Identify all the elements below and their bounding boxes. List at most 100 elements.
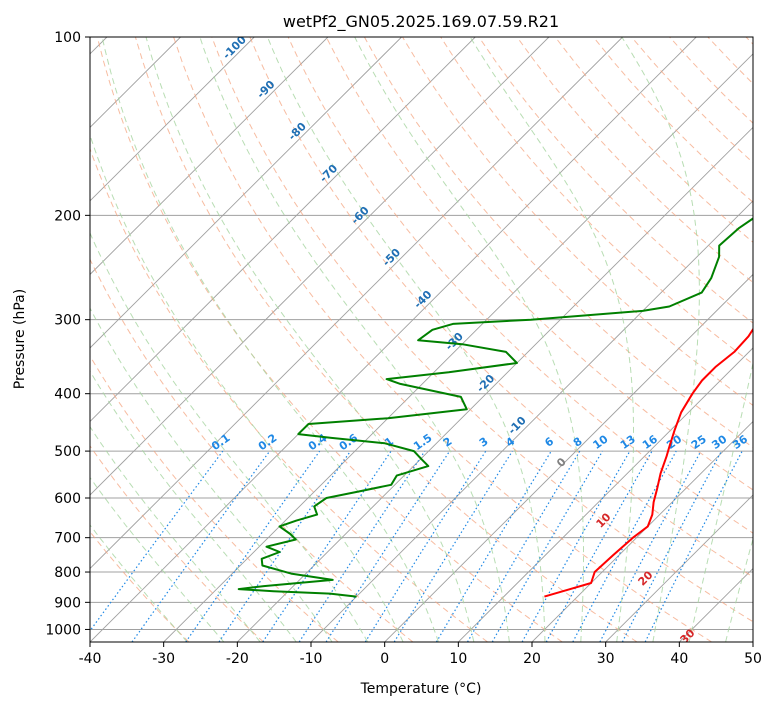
- isotherm-line: [90, 37, 255, 202]
- isotherm-line: [679, 567, 753, 642]
- mixing-ratio-label: 25: [689, 432, 709, 451]
- moist-adiabat-line: [90, 133, 404, 642]
- dry-adiabat-line: [707, 37, 753, 85]
- y-tick-label: 400: [54, 387, 81, 403]
- dry-adiabat-line: [90, 355, 339, 642]
- y-axis: 100 200 300 400 500 600 700 800 900 1000: [45, 30, 90, 638]
- dry-adiabat-line: [745, 37, 753, 45]
- x-axis-label: Temperature (°C): [360, 681, 482, 697]
- mixing-ratio-line: [90, 450, 224, 632]
- dry-adiabat-label: -30: [443, 330, 466, 353]
- x-tick-label: 20: [523, 651, 541, 667]
- moist-adiabat-line: [90, 370, 297, 642]
- mixing-ratio-line: [435, 450, 552, 642]
- dry-adiabat-label: -50: [380, 246, 403, 269]
- mixing-ratio-line: [599, 450, 702, 642]
- mixing-ratio-line: [364, 450, 487, 642]
- mixing-ratio-line: [572, 450, 677, 642]
- dry-adiabat-line: [134, 37, 638, 642]
- moist-adiabat-line: [199, 37, 510, 642]
- dry-adiabat-line: [96, 37, 563, 642]
- mixing-ratio-line: [131, 450, 271, 642]
- moist-adiabat-line: [688, 361, 753, 642]
- y-tick-label: 200: [54, 208, 81, 224]
- dry-adiabat-label: -40: [411, 288, 434, 311]
- isotherm-line: [90, 37, 476, 423]
- mixing-ratio-line: [218, 450, 351, 642]
- x-tick-label: 40: [670, 651, 688, 667]
- x-axis: -40 -30 -20 -10 0 10 20 30 40 50: [79, 642, 762, 667]
- isotherm-line: [90, 37, 329, 276]
- temperature-profile: [544, 327, 753, 598]
- mixing-ratio-label: 13: [618, 433, 638, 452]
- mixing-ratio-label: 30: [709, 432, 729, 452]
- plot-frame: [89, 36, 754, 643]
- isotherm-line: [163, 53, 753, 642]
- y-tick-label: 500: [54, 444, 81, 460]
- mixing-ratio-label: 10: [591, 432, 611, 452]
- dry-adiabat-line: [90, 147, 488, 642]
- moist-adiabat-line: [725, 537, 753, 642]
- y-tick-label: 800: [54, 565, 81, 581]
- mixing-ratio-line: [644, 450, 743, 642]
- moist-adiabat-label: 20: [636, 568, 656, 588]
- dry-adiabat-line: [592, 37, 753, 203]
- isotherm-line: [310, 200, 753, 642]
- plot-area: 0.1 0.2 0.4 0.6 1 1.5 2 3 4 6 8 10 13 16 20 25 30 36-100-…: [90, 37, 753, 642]
- x-tick-label: -40: [79, 651, 102, 667]
- x-tick-label: -30: [152, 651, 175, 667]
- moist-adiabat-line: [101, 37, 439, 642]
- moist-adiabat-line: [90, 307, 333, 642]
- isotherm-line: [90, 37, 697, 642]
- y-tick-label: 900: [54, 595, 81, 611]
- mixing-ratio-label: 8: [571, 435, 585, 450]
- mixing-ratio-label: 6: [542, 435, 556, 450]
- isotherm-line: [384, 273, 753, 642]
- moist-adiabat-line: [145, 37, 475, 642]
- dry-adiabat-line: [516, 37, 753, 284]
- dry-adiabat-line: [90, 530, 190, 642]
- dry-adiabat-line: [325, 37, 753, 491]
- dry-adiabat-label: -70: [317, 162, 340, 185]
- mixing-ratio-label: 20: [664, 432, 684, 452]
- mixing-ratio-line: [521, 450, 631, 642]
- dry-adiabat-label: -10: [506, 414, 529, 437]
- dry-adiabat-line: [90, 258, 414, 642]
- isotherm-line: [531, 420, 753, 642]
- mixing-ratio-label: 0.1: [209, 431, 232, 453]
- isotherm-line: [90, 37, 402, 349]
- dry-adiabat-label: -60: [349, 204, 372, 227]
- mixing-ratio-label: 1.5: [411, 431, 434, 453]
- moist-adiabat-label: 0: [554, 455, 569, 470]
- isotherm-line: [458, 347, 753, 642]
- moist-adiabat-line: [90, 524, 188, 642]
- mixing-ratio-label: 16: [640, 432, 660, 452]
- x-tick-label: 0: [380, 651, 389, 667]
- mixing-ratio-line: [393, 450, 513, 642]
- dry-adiabat-line: [249, 37, 753, 578]
- chart-title: wetPf2_GN05.2025.169.07.59.R21: [283, 12, 559, 32]
- isotherm-line: [90, 37, 623, 570]
- x-tick-label: 30: [597, 651, 615, 667]
- isotherm-line: [237, 126, 753, 642]
- mixing-ratio-line: [545, 450, 653, 642]
- dry-adiabat-line: [440, 37, 753, 365]
- dry-adiabat-label: -20: [474, 372, 497, 395]
- dry-adiabat-line: [554, 37, 753, 243]
- isotherm-line: [605, 494, 753, 642]
- mixing-ratio-line: [185, 450, 321, 642]
- moist-adiabat-line: [354, 37, 584, 642]
- mixing-ratio-label: 36: [730, 432, 750, 452]
- dry-adiabat-label: -80: [286, 120, 309, 143]
- dry-adiabat-line: [287, 37, 753, 534]
- mixing-ratio-label: 0.6: [337, 431, 361, 453]
- moist-adiabat-line: [469, 37, 634, 642]
- mixing-ratio-label: 0.2: [256, 431, 279, 453]
- dry-adiabat-line: [173, 37, 712, 642]
- dry-adiabat-line: [211, 37, 753, 623]
- y-tick-label: 700: [54, 531, 81, 547]
- isotherm-line: [752, 641, 753, 642]
- moist-adiabat-label: 10: [594, 510, 614, 530]
- dry-adiabat-label: -90: [254, 78, 277, 101]
- moist-adiabat-line: [621, 37, 700, 642]
